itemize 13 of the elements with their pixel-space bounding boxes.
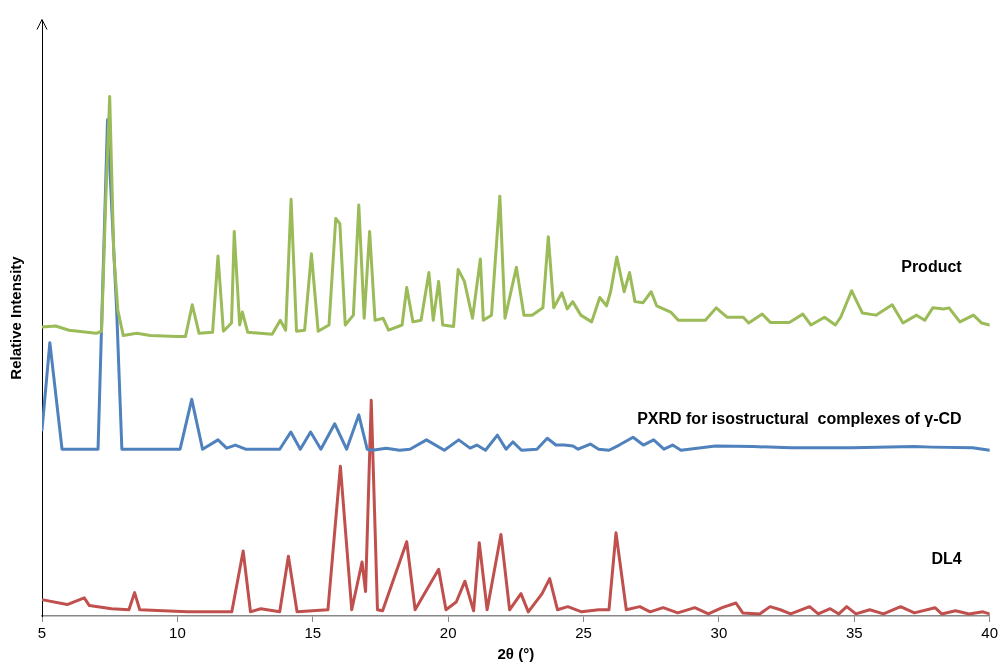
x-axis-title: 2θ (°) xyxy=(497,645,535,663)
series-label: PXRD for isostructural complexes of γ-CD xyxy=(637,409,962,427)
x-tick-label: 40 xyxy=(981,624,998,642)
x-tick-label: 30 xyxy=(710,624,728,642)
x-tick-label: 15 xyxy=(304,624,322,642)
x-tick-label: 35 xyxy=(845,624,863,642)
x-tick-label: 20 xyxy=(439,624,457,642)
text: DL4 xyxy=(931,550,962,568)
y-axis-title: Relative Intensity xyxy=(7,255,25,380)
x-tick-label: 10 xyxy=(169,624,186,642)
x-tick-label: 5 xyxy=(37,624,47,642)
x-tick-label: 25 xyxy=(575,624,592,642)
series-label: Product xyxy=(901,258,963,276)
